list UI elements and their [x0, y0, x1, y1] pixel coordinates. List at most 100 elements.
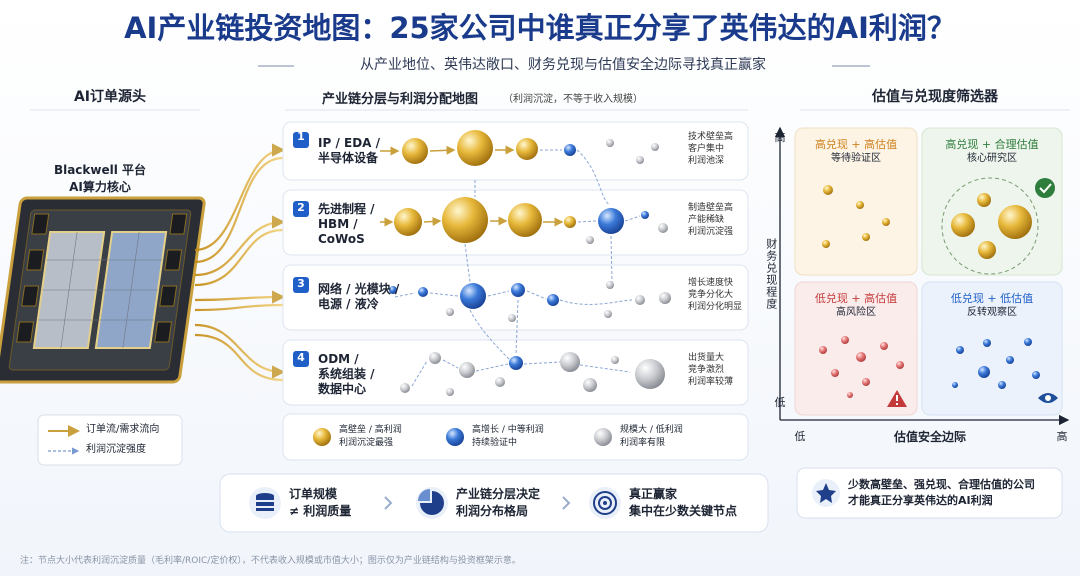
- layer-name: ODM /: [318, 351, 359, 366]
- node-bubble: [516, 138, 538, 160]
- node-bubble: [978, 366, 990, 378]
- layer-traits: 竞争激烈: [688, 365, 725, 375]
- node-bubble: [459, 362, 475, 378]
- node-bubble: [896, 361, 904, 369]
- node-bubble: [983, 339, 991, 347]
- node-bubble: [604, 310, 612, 318]
- axis-end: 低: [794, 430, 806, 443]
- node-bubble: [856, 352, 866, 362]
- node-bubble: [977, 193, 991, 207]
- legend-label: 规模大 / 低利润: [620, 425, 683, 435]
- quadrant-zone: 等待验证区: [831, 153, 881, 164]
- layer-traits: 利润池深: [688, 156, 725, 166]
- node-bubble: [882, 218, 890, 226]
- axis-label: 财务兑现程度: [764, 238, 778, 310]
- section-heading: AI订单源头: [73, 89, 147, 105]
- layer-traits: 产能稀缺: [688, 215, 725, 225]
- layer-traits: 出货量大: [688, 353, 725, 363]
- layer-name: HBM /: [318, 216, 358, 231]
- node-bubble: [951, 213, 975, 237]
- layer-name: 先进制程 /: [318, 201, 375, 216]
- node-bubble: [1024, 338, 1032, 346]
- node-bubble: [978, 241, 996, 259]
- subtitle: 从产业地位、英伟达敞口、财务兑现与估值安全边际寻找真正赢家: [360, 57, 766, 73]
- quadrant-label: 低兑现 + 高估值: [814, 292, 898, 305]
- layer-name: 网络 / 光模块 /: [318, 282, 400, 296]
- node-bubble: [583, 378, 597, 392]
- node-bubble: [606, 281, 614, 289]
- node-bubble: [998, 381, 1006, 389]
- node-bubble: [547, 294, 559, 306]
- node-bubble: [446, 308, 454, 316]
- node-bubble: [495, 377, 505, 387]
- node-bubble: [509, 356, 523, 370]
- chip-name: Blackwell 平台: [53, 163, 147, 177]
- node-bubble: [442, 197, 488, 243]
- node-bubble: [460, 283, 486, 309]
- layer-number: 2: [297, 201, 305, 214]
- legend-label: 利润沉淀强度: [86, 444, 146, 455]
- node-bubble: [831, 369, 839, 377]
- node-bubble: [862, 378, 870, 386]
- node-bubble: [389, 286, 397, 294]
- axis-end: 高: [1056, 430, 1068, 443]
- quadrant-zone: 反转观察区: [967, 307, 1017, 318]
- legend-label: 高增长 / 中等利润: [472, 425, 544, 435]
- layer-traits: 利润分化明显: [688, 302, 743, 312]
- node-bubble: [508, 314, 516, 322]
- legend-desc: 利润率有限: [620, 438, 666, 448]
- takeaway: 产业链分层决定: [456, 487, 541, 501]
- node-bubble: [446, 428, 464, 446]
- footnote: 注：节点大小代表利润沉淀质量（毛利率/ROIC/定价权），不代表收入规模或市值大…: [20, 556, 521, 566]
- section-note: （利润沉淀，不等于收入规模）: [503, 94, 643, 105]
- takeaway: ≠ 利润质量: [289, 504, 352, 518]
- layer-name: 数据中心: [318, 381, 367, 396]
- layer-traits: 技术壁垒高: [688, 132, 734, 142]
- node-bubble: [819, 346, 827, 354]
- layer-number: 1: [297, 130, 305, 143]
- legend-label: 订单流/需求流向: [86, 424, 160, 435]
- section-heading: 估值与兑现度筛选器: [872, 89, 998, 105]
- node-bubble: [956, 346, 964, 354]
- quadrant-label: 低兑现 + 低估值: [950, 292, 1034, 305]
- node-bubble: [635, 359, 665, 389]
- node-bubble: [457, 130, 493, 166]
- node-bubble: [952, 382, 958, 388]
- layer-name: IP / EDA /: [318, 136, 381, 150]
- node-bubble: [841, 336, 849, 344]
- quadrant-label: 高兑现 + 合理估值: [945, 138, 1039, 151]
- node-bubble: [823, 185, 833, 195]
- conclusion: 才能真正分享英伟达的AI利润: [848, 494, 993, 507]
- node-bubble: [847, 392, 853, 398]
- node-bubble: [862, 233, 870, 241]
- layer-traits: 制造壁垒高: [688, 203, 734, 213]
- node-bubble: [822, 240, 830, 248]
- node-bubble: [400, 383, 410, 393]
- node-bubble: [394, 208, 422, 236]
- quadrant-label: 高兑现 + 高估值: [814, 138, 898, 151]
- axis-end: 高: [774, 131, 786, 144]
- node-bubble: [511, 283, 525, 297]
- node-bubble: [856, 201, 864, 209]
- takeaway: 真正赢家: [629, 487, 678, 501]
- node-bubble: [606, 139, 614, 147]
- node-bubble: [998, 205, 1032, 239]
- layer-name: 半导体设备: [318, 151, 379, 165]
- layer-traits: 增长速度快: [688, 278, 734, 288]
- legend-label: 高壁垒 / 高利润: [339, 425, 402, 435]
- node-bubble: [880, 342, 888, 350]
- node-bubble: [418, 287, 428, 297]
- layer-name: 电源 / 液冷: [318, 297, 379, 311]
- axis-end: 低: [774, 396, 786, 409]
- takeaway: 集中在少数关键节点: [629, 504, 738, 518]
- node-bubble: [658, 223, 668, 233]
- layer-number: 3: [297, 277, 305, 290]
- node-bubble: [594, 428, 612, 446]
- takeaway: 订单规模: [289, 487, 338, 501]
- node-bubble: [636, 156, 644, 164]
- node-bubble: [586, 236, 594, 244]
- layer-traits: 利润沉淀强: [688, 227, 734, 237]
- layer-traits: 利润率较薄: [688, 377, 734, 387]
- node-bubble: [313, 428, 331, 446]
